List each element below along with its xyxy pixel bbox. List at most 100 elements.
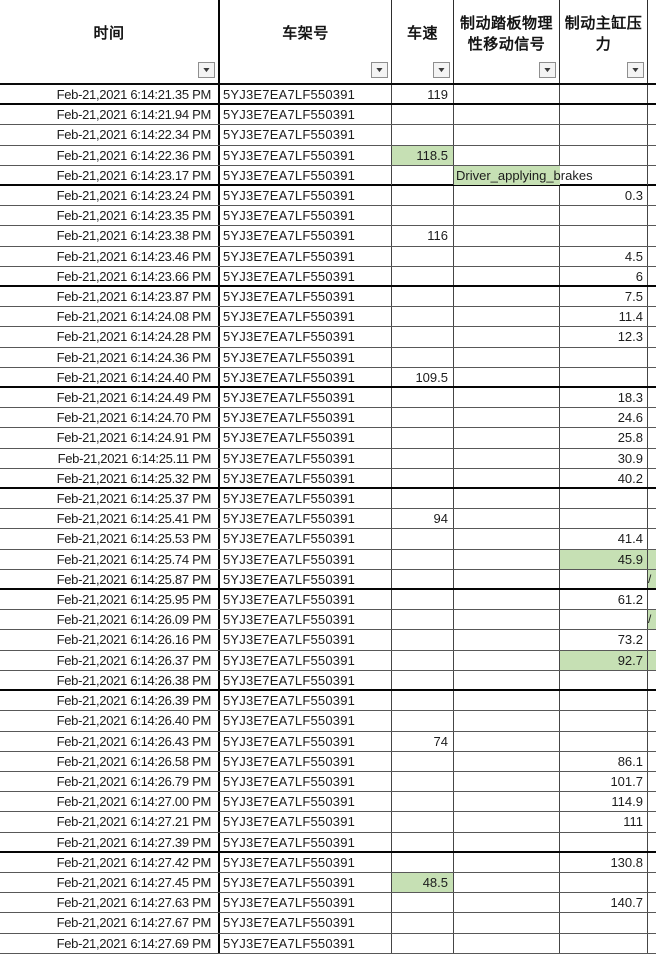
signal-cell[interactable] <box>454 933 560 953</box>
pressure-cell[interactable] <box>560 367 648 387</box>
signal-cell[interactable] <box>454 388 560 408</box>
time-cell[interactable]: Feb-21,2021 6:14:24.28 PM <box>0 327 220 347</box>
pressure-cell[interactable] <box>560 165 648 185</box>
vin-cell[interactable]: 5YJ3E7EA7LF550391 <box>220 751 392 771</box>
signal-cell[interactable] <box>454 590 560 610</box>
pressure-cell[interactable] <box>560 711 648 731</box>
pressure-cell[interactable] <box>560 731 648 751</box>
speed-cell[interactable]: 48.5 <box>392 872 454 893</box>
vin-cell[interactable]: 5YJ3E7EA7LF550391 <box>220 509 392 529</box>
pressure-cell[interactable]: 7.5 <box>560 287 648 307</box>
header-cell-brake-pedal-signal[interactable]: 制动踏板物理 性移动信号 ▼ <box>454 0 560 83</box>
time-cell[interactable]: Feb-21,2021 6:14:27.63 PM <box>0 893 220 913</box>
speed-cell[interactable] <box>392 549 454 569</box>
pressure-cell[interactable]: 111 <box>560 812 648 832</box>
time-cell[interactable]: Feb-21,2021 6:14:23.46 PM <box>0 246 220 266</box>
signal-cell[interactable] <box>454 630 560 650</box>
time-cell[interactable]: Feb-21,2021 6:14:25.95 PM <box>0 590 220 610</box>
signal-cell[interactable] <box>454 751 560 771</box>
speed-cell[interactable] <box>392 913 454 933</box>
vin-cell[interactable]: 5YJ3E7EA7LF550391 <box>220 448 392 468</box>
signal-cell[interactable] <box>454 792 560 812</box>
vin-cell[interactable]: 5YJ3E7EA7LF550391 <box>220 307 392 327</box>
time-cell[interactable]: Feb-21,2021 6:14:25.53 PM <box>0 529 220 549</box>
vin-cell[interactable]: 5YJ3E7EA7LF550391 <box>220 933 392 953</box>
speed-cell[interactable] <box>392 711 454 731</box>
time-cell[interactable]: Feb-21,2021 6:14:26.38 PM <box>0 670 220 690</box>
speed-cell[interactable] <box>392 206 454 226</box>
speed-cell[interactable] <box>392 569 454 589</box>
signal-cell[interactable] <box>454 125 560 145</box>
pressure-cell[interactable] <box>560 913 648 933</box>
vin-cell[interactable]: 5YJ3E7EA7LF550391 <box>220 590 392 610</box>
vin-cell[interactable]: 5YJ3E7EA7LF550391 <box>220 428 392 448</box>
time-cell[interactable]: Feb-21,2021 6:14:25.32 PM <box>0 468 220 488</box>
speed-cell[interactable] <box>392 105 454 125</box>
header-cell-vin[interactable]: 车架号 ▼ <box>220 0 392 83</box>
pressure-cell[interactable]: 30.9 <box>560 448 648 468</box>
vin-cell[interactable]: 5YJ3E7EA7LF550391 <box>220 630 392 650</box>
time-cell[interactable]: Feb-21,2021 6:14:23.17 PM <box>0 165 220 185</box>
signal-cell[interactable] <box>454 206 560 226</box>
signal-cell[interactable] <box>454 428 560 448</box>
vin-cell[interactable]: 5YJ3E7EA7LF550391 <box>220 852 392 872</box>
signal-cell[interactable] <box>454 872 560 893</box>
signal-cell[interactable] <box>454 569 560 589</box>
vin-cell[interactable]: 5YJ3E7EA7LF550391 <box>220 893 392 913</box>
pressure-cell[interactable]: 24.6 <box>560 408 648 428</box>
vin-cell[interactable]: 5YJ3E7EA7LF550391 <box>220 186 392 206</box>
pressure-cell[interactable]: 140.7 <box>560 893 648 913</box>
speed-cell[interactable] <box>392 792 454 812</box>
vin-cell[interactable]: 5YJ3E7EA7LF550391 <box>220 610 392 630</box>
time-cell[interactable]: Feb-21,2021 6:14:24.70 PM <box>0 408 220 428</box>
vin-cell[interactable]: 5YJ3E7EA7LF550391 <box>220 711 392 731</box>
signal-cell[interactable] <box>454 105 560 125</box>
speed-cell[interactable] <box>392 246 454 266</box>
time-cell[interactable]: Feb-21,2021 6:14:27.21 PM <box>0 812 220 832</box>
speed-cell[interactable] <box>392 751 454 771</box>
pressure-cell[interactable]: 6 <box>560 266 648 286</box>
vin-cell[interactable]: 5YJ3E7EA7LF550391 <box>220 872 392 893</box>
time-cell[interactable]: Feb-21,2021 6:14:27.00 PM <box>0 792 220 812</box>
vin-cell[interactable]: 5YJ3E7EA7LF550391 <box>220 691 392 711</box>
vin-cell[interactable]: 5YJ3E7EA7LF550391 <box>220 246 392 266</box>
signal-cell[interactable] <box>454 145 560 165</box>
speed-cell[interactable] <box>392 650 454 670</box>
filter-dropdown-brake-pedal-signal[interactable]: ▼ <box>539 62 556 78</box>
signal-cell[interactable] <box>454 731 560 751</box>
signal-cell[interactable] <box>454 549 560 569</box>
time-cell[interactable]: Feb-21,2021 6:14:24.49 PM <box>0 388 220 408</box>
vin-cell[interactable]: 5YJ3E7EA7LF550391 <box>220 549 392 569</box>
signal-cell[interactable] <box>454 893 560 913</box>
time-cell[interactable]: Feb-21,2021 6:14:23.38 PM <box>0 226 220 246</box>
vin-cell[interactable]: 5YJ3E7EA7LF550391 <box>220 327 392 347</box>
vin-cell[interactable]: 5YJ3E7EA7LF550391 <box>220 529 392 549</box>
vin-cell[interactable]: 5YJ3E7EA7LF550391 <box>220 266 392 286</box>
signal-cell[interactable] <box>454 913 560 933</box>
vin-cell[interactable]: 5YJ3E7EA7LF550391 <box>220 569 392 589</box>
pressure-cell[interactable]: 41.4 <box>560 529 648 549</box>
signal-cell[interactable] <box>454 246 560 266</box>
vin-cell[interactable]: 5YJ3E7EA7LF550391 <box>220 367 392 387</box>
speed-cell[interactable] <box>392 186 454 206</box>
time-cell[interactable]: Feb-21,2021 6:14:23.24 PM <box>0 186 220 206</box>
signal-cell[interactable] <box>454 529 560 549</box>
speed-cell[interactable] <box>392 832 454 851</box>
signal-cell[interactable] <box>454 226 560 246</box>
time-cell[interactable]: Feb-21,2021 6:14:26.39 PM <box>0 691 220 711</box>
pressure-cell[interactable] <box>560 509 648 529</box>
speed-cell[interactable] <box>392 468 454 488</box>
time-cell[interactable]: Feb-21,2021 6:14:22.34 PM <box>0 125 220 145</box>
pressure-cell[interactable] <box>560 691 648 711</box>
time-cell[interactable]: Feb-21,2021 6:14:26.40 PM <box>0 711 220 731</box>
signal-cell[interactable] <box>454 347 560 367</box>
speed-cell[interactable]: 74 <box>392 731 454 751</box>
speed-cell[interactable] <box>392 327 454 347</box>
time-cell[interactable]: Feb-21,2021 6:14:21.94 PM <box>0 105 220 125</box>
vin-cell[interactable]: 5YJ3E7EA7LF550391 <box>220 347 392 367</box>
signal-cell[interactable] <box>454 650 560 670</box>
pressure-cell[interactable]: 4.5 <box>560 246 648 266</box>
vin-cell[interactable]: 5YJ3E7EA7LF550391 <box>220 145 392 165</box>
pressure-cell[interactable] <box>560 610 648 630</box>
speed-cell[interactable] <box>392 529 454 549</box>
